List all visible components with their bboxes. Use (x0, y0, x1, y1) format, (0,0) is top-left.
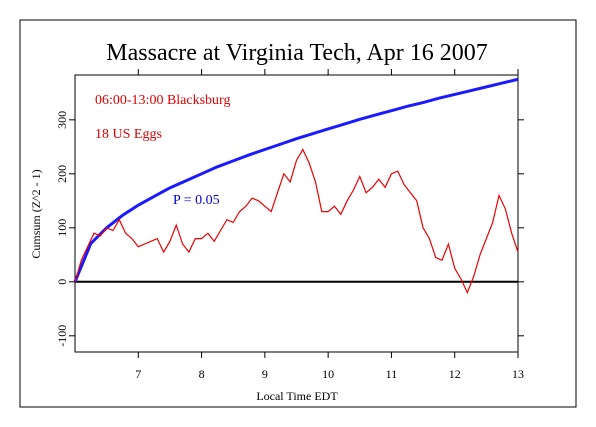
y-tick-label: 100 (55, 219, 69, 237)
series-line (74, 148, 519, 295)
y-axis-label: Cumsum (Z^2 - 1) (29, 169, 43, 258)
annotation: 18 US Eggs (95, 127, 162, 142)
chart-title: Massacre at Virginia Tech, Apr 16 2007 (106, 40, 487, 66)
x-tick-label: 8 (199, 367, 205, 381)
y-tick-label: 0 (55, 279, 69, 285)
y-tick-label: -100 (55, 325, 69, 347)
annotation: P = 0.05 (173, 193, 220, 208)
figure-border (19, 19, 577, 408)
y-tick-label: 200 (55, 165, 69, 183)
plot-frame (74, 74, 519, 353)
x-tick-label: 12 (449, 367, 461, 381)
x-tick-label: 13 (512, 367, 524, 381)
x-axis-label: Local Time EDT (256, 389, 338, 403)
y-tick-label: 300 (55, 111, 69, 129)
x-tick-label: 11 (386, 367, 398, 381)
annotation: 06:00-13:00 Blacksburg (95, 93, 230, 108)
x-tick-label: 9 (262, 367, 268, 381)
series-line (73, 77, 519, 283)
x-tick-label: 10 (322, 367, 334, 381)
x-tick-label: 7 (135, 367, 141, 381)
